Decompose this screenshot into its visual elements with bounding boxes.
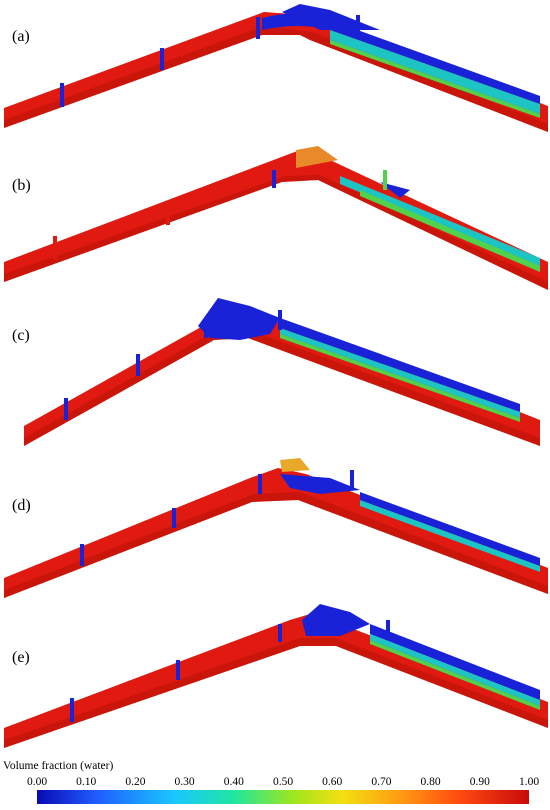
panel-a-pipe [4, 4, 548, 132]
probe-icon [160, 48, 164, 70]
probe-icon [204, 318, 208, 338]
panel-a: (a) [4, 4, 548, 132]
colorbar-ticks: 0.00 0.10 0.20 0.30 0.40 0.50 0.60 0.70 0.80 0.90… [27, 776, 539, 788]
probe-icon [256, 17, 260, 39]
panel-c-probes [64, 310, 282, 420]
panel-e: (e) [4, 604, 548, 748]
probe-icon [272, 170, 276, 188]
probe-icon [350, 470, 354, 490]
panel-b: (b) [4, 146, 548, 290]
panel-d: (d) [4, 458, 548, 598]
panel-b-probes [53, 170, 387, 260]
colorbar-tick-label: 0.10 [76, 776, 96, 788]
colorbar-tick-label: 0.30 [175, 776, 195, 788]
colorbar-title: Volume fraction (water) [3, 760, 113, 772]
panel-c-pipe [24, 298, 540, 446]
probe-icon [172, 508, 176, 528]
probe-icon [136, 354, 140, 376]
colorbar-tick-label: 0.20 [125, 776, 145, 788]
colorbar-tick-label: 0.90 [470, 776, 490, 788]
panel-e-label: (e) [12, 649, 30, 666]
colorbar-tick-label: 0.70 [371, 776, 391, 788]
colorbar-tick-label: 1.00 [519, 776, 539, 788]
panel-a-label: (a) [12, 28, 30, 45]
panel-c: (c) [12, 298, 540, 446]
probe-icon [166, 203, 170, 225]
colorbar-tick-label: 0.40 [224, 776, 244, 788]
panel-b-label: (b) [12, 177, 31, 194]
colorbar-tick-label: 0.60 [322, 776, 342, 788]
colorbar: Volume fraction (water) 0.00 0.10 0.20 0.30… [3, 760, 539, 804]
probe-icon [64, 398, 68, 420]
probe-icon [278, 624, 282, 642]
probe-icon [53, 236, 57, 260]
panel-e-pipe [4, 604, 548, 748]
probe-icon [176, 660, 180, 680]
panel-c-label: (c) [12, 327, 30, 344]
probe-icon [386, 620, 390, 640]
panel-e-probes [70, 620, 390, 722]
colorbar-tick-label: 0.00 [27, 776, 47, 788]
colorbar-tick-label: 0.80 [421, 776, 441, 788]
panel-a-probes [60, 15, 360, 107]
probe-icon [383, 170, 387, 190]
colorbar-tick-label: 0.50 [273, 776, 293, 788]
panel-d-label: (d) [12, 497, 31, 514]
probe-icon [80, 544, 84, 566]
probe-icon [258, 474, 262, 494]
probe-icon [356, 15, 360, 35]
panel-d-probes [80, 470, 354, 566]
panel-b-pipe [4, 146, 548, 290]
probe-icon [70, 698, 74, 722]
probe-icon [60, 83, 64, 107]
panel-d-pipe [4, 458, 548, 598]
probe-icon [278, 310, 282, 330]
colorbar-gradient [37, 790, 529, 804]
